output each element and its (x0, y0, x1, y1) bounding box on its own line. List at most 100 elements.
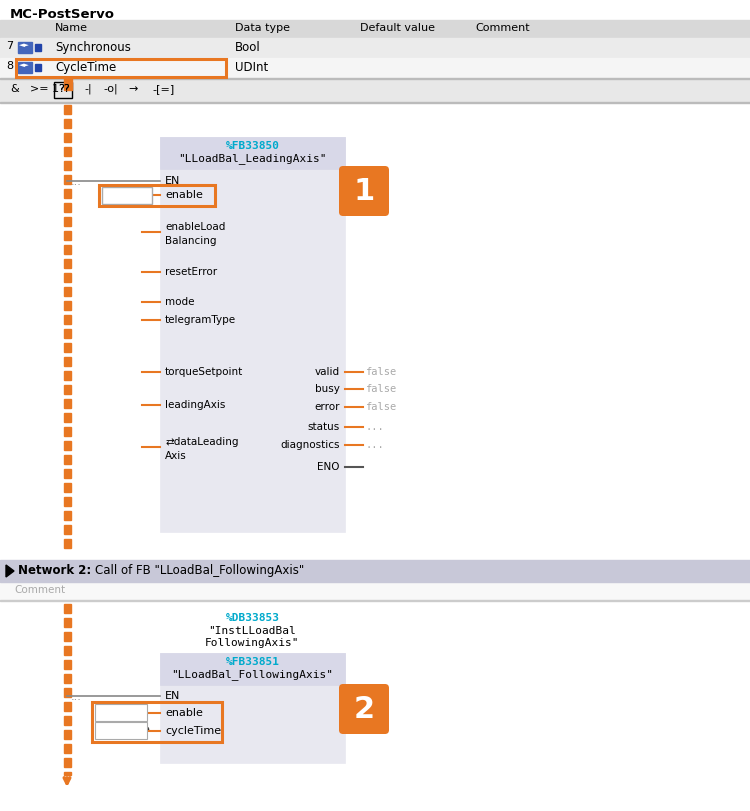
Bar (95, 722, 147, 739)
Text: Comment: Comment (475, 23, 530, 33)
Text: Synchronous: Synchronous (55, 41, 130, 54)
Text: resetError: resetError (165, 267, 218, 277)
Bar (0, 58, 750, 78)
Bar (64, 525, 70, 534)
Bar (102, 187, 152, 204)
Bar (64, 105, 70, 114)
Text: FollowingAxis": FollowingAxis" (206, 638, 300, 648)
Bar (64, 632, 70, 641)
Text: 8: 8 (6, 61, 13, 71)
Text: mode: mode (165, 297, 194, 307)
Text: Network 2:: Network 2: (18, 564, 92, 577)
Text: leadingAxis: leadingAxis (165, 400, 225, 410)
Text: %FB33851: %FB33851 (226, 657, 280, 667)
Bar (64, 660, 70, 669)
Text: ...: ... (365, 422, 384, 432)
Bar (64, 203, 70, 212)
Bar (64, 688, 70, 697)
Text: error: error (314, 402, 340, 412)
Bar (0, 102, 750, 103)
Bar (64, 287, 70, 296)
Text: diagnostics: diagnostics (280, 440, 340, 450)
Text: false: false (365, 402, 396, 412)
Bar (160, 653, 345, 685)
Bar (54, 82, 72, 98)
FancyBboxPatch shape (339, 684, 389, 734)
Bar (64, 646, 70, 655)
Bar (64, 147, 70, 156)
Text: 7: 7 (6, 41, 13, 51)
Bar (0, 38, 750, 58)
Text: busy: busy (315, 384, 340, 394)
Text: enable: enable (165, 708, 202, 718)
Bar (64, 674, 70, 683)
Text: ENO: ENO (317, 462, 340, 472)
Text: 2: 2 (353, 694, 374, 723)
Text: ◄►: ◄► (19, 42, 30, 49)
Bar (99, 185, 215, 206)
Bar (64, 618, 70, 627)
Text: false: false (365, 384, 396, 394)
Bar (64, 161, 70, 170)
Bar (0, 20, 750, 38)
Text: Default value: Default value (360, 23, 435, 33)
Text: enable: enable (165, 190, 202, 200)
Bar (64, 329, 70, 338)
Text: 1: 1 (353, 177, 375, 205)
Text: >= 1: >= 1 (30, 84, 59, 94)
Text: UDInt: UDInt (235, 61, 268, 74)
Text: enableLoad: enableLoad (165, 222, 225, 232)
Text: ??: ?? (58, 84, 70, 94)
Bar (64, 357, 70, 366)
Bar (64, 716, 70, 725)
Bar (18, 42, 32, 53)
Bar (64, 259, 70, 268)
Bar (64, 217, 70, 226)
Text: ...: ... (71, 692, 82, 702)
Text: -[=]: -[=] (152, 84, 174, 94)
Text: telegramType: telegramType (165, 315, 236, 325)
Bar (64, 702, 70, 711)
Bar (64, 441, 70, 450)
Bar (64, 772, 70, 775)
Bar (160, 653, 345, 763)
Text: "InstLLoadBal: "InstLLoadBal (209, 626, 296, 636)
Bar (64, 78, 72, 90)
Text: "LLoadBal_LeadingAxis": "LLoadBal_LeadingAxis" (178, 153, 327, 164)
Bar (95, 704, 147, 721)
Bar (35, 64, 41, 71)
Text: MC-PostServo: MC-PostServo (10, 8, 115, 21)
Bar (0, 79, 750, 102)
Bar (160, 137, 345, 532)
Text: TRUE: TRUE (105, 190, 132, 200)
Text: torqueSetpoint: torqueSetpoint (165, 367, 243, 377)
Text: TRUE: TRUE (98, 707, 123, 717)
Text: ...: ... (71, 177, 82, 187)
Text: Axis: Axis (165, 451, 187, 461)
Text: -o|: -o| (103, 84, 118, 95)
Bar (64, 455, 70, 464)
Text: Balancing: Balancing (165, 236, 217, 246)
Text: EN: EN (165, 691, 180, 701)
Bar (64, 273, 70, 282)
Bar (64, 133, 70, 142)
Text: ...: ... (365, 440, 384, 450)
Text: ⇄dataLeading: ⇄dataLeading (165, 437, 238, 447)
Bar (64, 539, 70, 548)
Text: #CycleTime: #CycleTime (97, 725, 151, 734)
Bar (64, 385, 70, 394)
Bar (64, 175, 70, 184)
Text: Name: Name (55, 23, 88, 33)
Bar (64, 730, 70, 739)
Bar (0, 582, 750, 600)
Text: &: & (10, 84, 19, 94)
Bar (0, 103, 750, 558)
Bar (64, 604, 70, 613)
Bar (64, 497, 70, 506)
Text: %DB33853: %DB33853 (226, 613, 280, 623)
Text: CycleTime: CycleTime (55, 61, 116, 74)
Text: "LLoadBal_FollowingAxis": "LLoadBal_FollowingAxis" (172, 669, 334, 680)
Text: valid: valid (315, 367, 340, 377)
Bar (64, 189, 70, 198)
Text: status: status (308, 422, 340, 432)
